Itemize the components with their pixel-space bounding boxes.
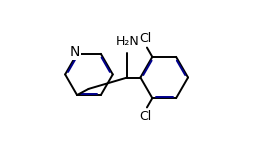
Text: Cl: Cl [139, 32, 152, 45]
Text: Cl: Cl [139, 110, 152, 123]
Text: H₂N: H₂N [116, 35, 139, 48]
Text: N: N [70, 45, 80, 59]
